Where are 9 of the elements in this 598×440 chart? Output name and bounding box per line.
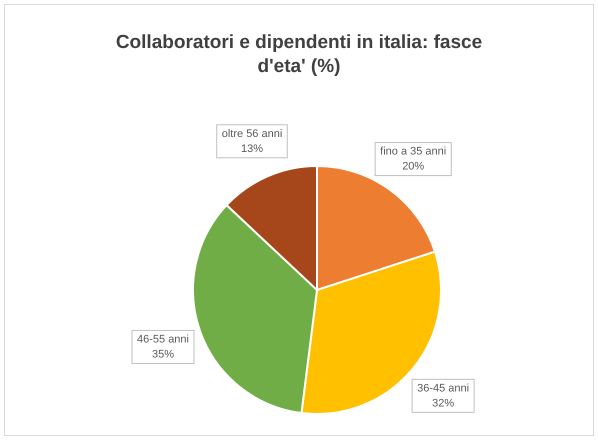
data-label: 13% bbox=[240, 142, 264, 155]
chart-title: Collaboratori e dipendenti in italia: fasce d'eta' (%) bbox=[116, 32, 482, 77]
slice-label: oltre 56 anni bbox=[222, 128, 282, 140]
slice-label: fino a 35 anni bbox=[380, 146, 446, 158]
data-label: 32% bbox=[432, 397, 454, 410]
data-label: 20% bbox=[402, 160, 424, 173]
slice-label: 46-55 anni bbox=[136, 333, 189, 346]
slice-label: 36-45 anni bbox=[417, 382, 470, 394]
data-label: 35% bbox=[152, 348, 174, 360]
